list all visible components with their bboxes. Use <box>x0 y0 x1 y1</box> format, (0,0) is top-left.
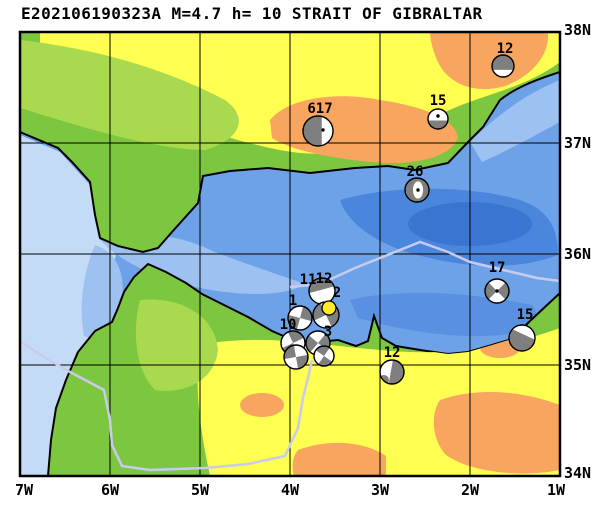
atlantic-shallow-water <box>20 135 118 476</box>
focal-mechanisms-layer <box>280 54 536 385</box>
event-count-label: 15 <box>517 307 534 323</box>
iberia-orange-highland-ne <box>430 32 549 90</box>
lat-label-35n: 35N <box>564 356 592 374</box>
morocco-light-green <box>135 299 218 391</box>
lat-label-34n: 34N <box>564 464 592 482</box>
event-count-label: 617 <box>307 101 332 117</box>
lat-label-36n: 36N <box>564 245 592 263</box>
morocco-orange-patch <box>240 393 284 417</box>
iberia-light-green <box>20 40 239 150</box>
lon-label-2w: 2W <box>460 481 480 499</box>
focal-mechanism-17 <box>484 278 510 304</box>
morocco-orange-se <box>433 391 560 474</box>
event-count-label: 17 <box>489 260 506 276</box>
map-frame <box>18 30 562 478</box>
focal-mechanism-26 <box>404 177 430 203</box>
lat-label-38n: 38N <box>564 21 592 39</box>
iberia-lowland-yellow <box>40 32 560 154</box>
lon-label-6w: 6W <box>100 481 120 499</box>
event-count-label: 2 <box>333 285 341 301</box>
graticule-grid <box>20 32 560 476</box>
coastal-water-band <box>81 245 123 338</box>
event-count-label: 1 <box>289 293 297 309</box>
event-count-label: 15 <box>430 93 447 109</box>
focal-mechanism-11 <box>308 277 336 305</box>
event-count-label: 26 <box>407 164 424 180</box>
lon-label-1w: 1W <box>546 481 566 499</box>
plot-title: E202106190323A M=4.7 h= 10 STRAIT OF GIB… <box>21 4 483 23</box>
focal-mechanism-617 <box>302 115 334 147</box>
lon-label-4w: 4W <box>280 481 300 499</box>
event-count-label: 12 <box>384 345 401 361</box>
event-count-label: 11 <box>300 272 317 288</box>
lon-label-7w: 7W <box>14 481 34 499</box>
south-alboran-water <box>350 292 536 337</box>
focal-mechanism-15 <box>427 108 449 130</box>
morocco-orange-bottom <box>292 442 386 476</box>
focal-mechanism-15 <box>508 324 536 352</box>
event-count-label: 12 <box>497 41 514 57</box>
focal-mechanism-3 <box>313 345 335 367</box>
spanish-coast-water <box>470 80 560 162</box>
lat-label-37n: 37N <box>564 134 592 152</box>
event-count-label: 12 <box>316 271 333 287</box>
focal-mechanism-12 <box>491 54 515 78</box>
lon-label-5w: 5W <box>190 481 210 499</box>
event-count-label: 3 <box>324 324 332 340</box>
focal-mechanism-12 <box>379 359 405 385</box>
event-count-label: 10 <box>280 317 297 333</box>
political-border-line <box>20 339 314 472</box>
lon-label-3w: 3W <box>370 481 390 499</box>
epicenter-star <box>321 300 337 316</box>
